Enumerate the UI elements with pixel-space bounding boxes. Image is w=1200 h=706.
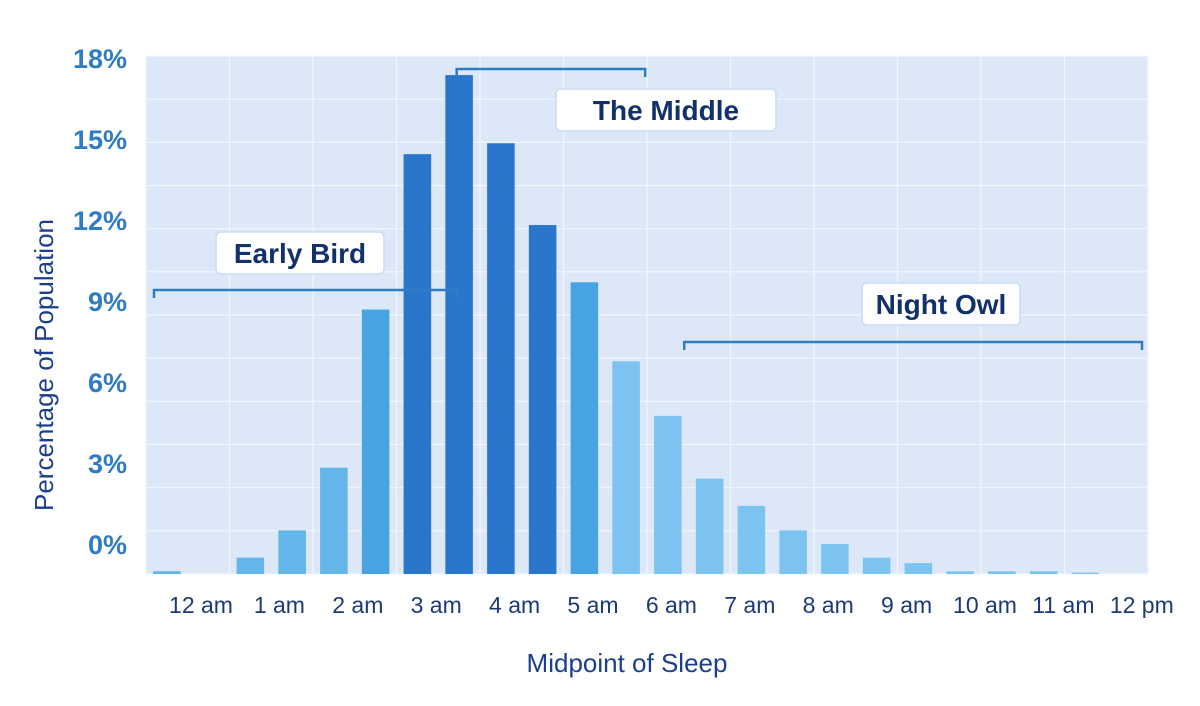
bar <box>361 309 390 574</box>
bar <box>779 530 807 574</box>
bar <box>320 467 348 574</box>
bar <box>528 225 557 574</box>
x-tick-label: 8 am <box>803 592 854 618</box>
x-tick-label: 11 am <box>1032 592 1094 618</box>
y-axis-title: Percentage of Population <box>29 219 59 511</box>
x-tick-label: 9 am <box>881 592 932 618</box>
group-bracket <box>682 340 1144 350</box>
night-owl-callout: Night Owl <box>861 282 1021 326</box>
x-tick-label: 4 am <box>489 592 540 618</box>
bar <box>946 571 974 574</box>
group-bracket <box>152 288 459 298</box>
x-tick-label: 1 am <box>254 592 305 618</box>
bar <box>403 154 432 574</box>
bar <box>1029 571 1058 574</box>
x-tick-label: 12 am <box>169 592 233 618</box>
group-brackets <box>152 67 1144 350</box>
bar <box>236 557 265 574</box>
y-tick-label: 6% <box>88 368 127 398</box>
night-owl-label: Night Owl <box>876 289 1007 320</box>
bar <box>153 571 181 574</box>
bar <box>821 544 849 574</box>
bar <box>612 361 640 574</box>
early-bird-label: Early Bird <box>234 238 366 269</box>
early-bird-callout: Early Bird <box>215 231 385 275</box>
x-tick-label: 6 am <box>646 592 697 618</box>
x-tick-label: 5 am <box>567 592 618 618</box>
bar <box>904 563 933 574</box>
bar <box>278 530 306 574</box>
bar <box>737 505 766 574</box>
y-tick-label: 3% <box>88 449 127 479</box>
bar <box>862 557 891 574</box>
bar <box>570 282 599 574</box>
bar <box>654 415 682 574</box>
x-tick-label: 3 am <box>411 592 462 618</box>
y-tick-label: 12% <box>73 206 127 236</box>
middle-label: The Middle <box>593 95 739 126</box>
bar <box>988 571 1016 574</box>
y-tick-label: 0% <box>88 530 127 560</box>
x-tick-label: 7 am <box>724 592 775 618</box>
y-tick-label: 18% <box>73 44 127 74</box>
x-tick-label: 2 am <box>332 592 383 618</box>
y-tick-label: 9% <box>88 287 127 317</box>
early-bird-label-box <box>215 231 385 275</box>
x-tick-label: 10 am <box>953 592 1017 618</box>
bars <box>153 75 1100 574</box>
bar <box>695 478 724 574</box>
x-axis-ticks: 12 am 1 am 2 am 3 am 4 am 5 am 6 am 7 am 8 am 9 a… <box>169 592 1174 618</box>
y-axis-ticks: 0% 3% 6% 9% 12% 15% 18% <box>73 44 127 560</box>
bar <box>1071 572 1100 574</box>
x-axis-title: Midpoint of Sleep <box>527 648 728 678</box>
middle-label-box <box>555 88 777 132</box>
middle-callout: The Middle <box>555 88 777 132</box>
x-tick-label: 12 pm <box>1110 592 1174 618</box>
y-tick-label: 15% <box>73 125 127 155</box>
group-bracket <box>455 67 647 77</box>
bar <box>445 75 473 574</box>
night-owl-label-box <box>861 282 1021 326</box>
bar <box>487 143 515 574</box>
